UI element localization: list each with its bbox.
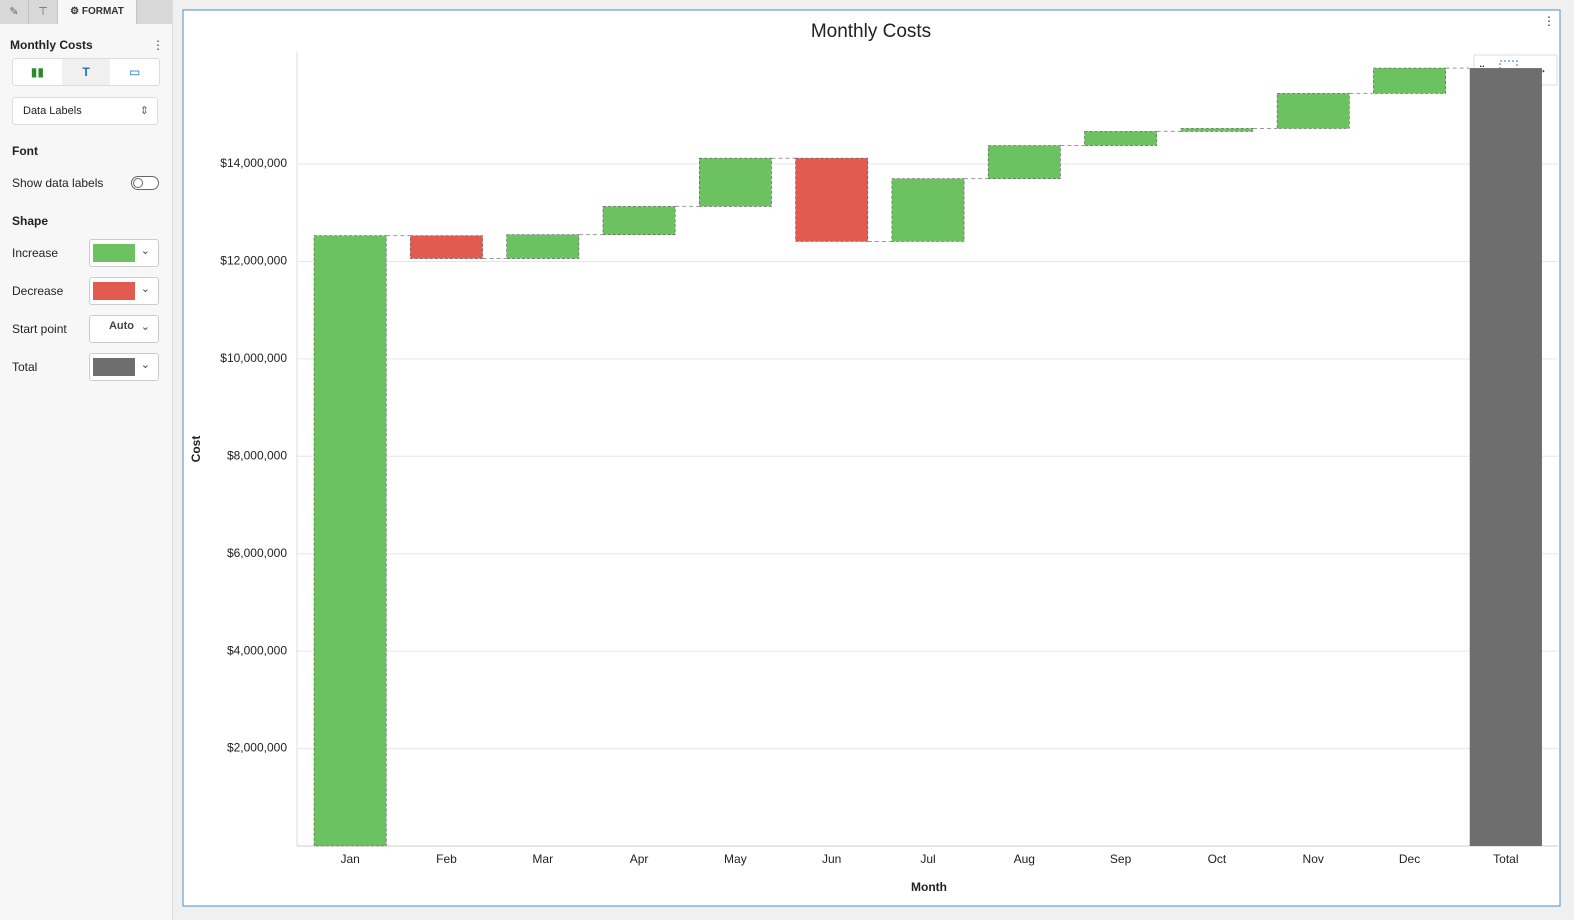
bar	[1469, 68, 1542, 847]
y-tick-label: $4,000,000	[227, 643, 287, 657]
y-tick-label: $10,000,000	[220, 351, 287, 365]
color-picker[interactable]: ⌄	[89, 353, 159, 381]
color-picker[interactable]: Auto ⌄	[89, 315, 159, 343]
x-tick-label: Feb	[436, 852, 457, 866]
panel-title: Monthly Costs	[10, 38, 93, 52]
color-picker[interactable]: ⌄	[89, 277, 159, 305]
bar	[1180, 128, 1254, 132]
dropdown-arrow: ⌄	[140, 321, 150, 333]
bar	[410, 235, 483, 259]
bar	[1373, 67, 1446, 94]
chart-menu[interactable]: ⋮	[1543, 14, 1555, 28]
bar	[506, 234, 580, 259]
row-label: Start point	[12, 322, 67, 336]
row-label: Total	[12, 360, 38, 374]
bar	[891, 178, 965, 242]
dropdown-arrow: ⌄	[140, 283, 150, 295]
font-heading: Font	[12, 144, 38, 158]
y-tick-label: $8,000,000	[227, 448, 287, 462]
toggle-label: Show data labels	[12, 176, 104, 190]
edit-tab[interactable]: ✎	[0, 0, 29, 24]
y-tick-label: $12,000,000	[220, 254, 287, 268]
filter-tab[interactable]: ⊤	[29, 0, 58, 24]
row-label: Increase	[12, 246, 59, 260]
shape-heading: Shape	[12, 214, 49, 228]
swatch	[93, 282, 135, 300]
x-tick-label: Sep	[1110, 852, 1132, 866]
dropdown-arrow: ⌄	[140, 359, 150, 371]
y-tick-label: $6,000,000	[227, 546, 287, 560]
select-label: Data Labels	[23, 105, 82, 117]
y-tick-label: $14,000,000	[220, 156, 287, 170]
y-axis-label: Cost	[189, 436, 203, 463]
dropdown-arrow: ⌄	[140, 245, 150, 257]
x-tick-label: Nov	[1303, 852, 1324, 866]
bar	[602, 206, 676, 235]
color-picker[interactable]: ⌄	[89, 239, 159, 267]
bar	[1084, 131, 1158, 146]
bar	[313, 235, 387, 847]
frame-button[interactable]: ▭	[129, 65, 141, 79]
chart-type-buttons: ▮▮ T ▭	[12, 58, 160, 86]
bar	[795, 157, 869, 242]
x-axis-label: Month	[911, 880, 947, 894]
format-panel: ✎ ⊤ ⚙ FORMAT Monthly Costs ⋮ ▮▮ T ▭ Data…	[0, 0, 173, 920]
row-label: Decrease	[12, 284, 64, 298]
x-tick-label: Total	[1493, 852, 1518, 866]
toggle[interactable]	[131, 176, 159, 190]
x-tick-label: Oct	[1208, 852, 1227, 866]
chart-frame	[182, 9, 1561, 907]
x-tick-label: Mar	[532, 852, 553, 866]
more-menu[interactable]: ⋮	[152, 38, 164, 52]
text-button[interactable]: T	[61, 59, 111, 85]
y-tick-label: $2,000,000	[227, 741, 287, 755]
format-tab[interactable]: ⚙ FORMAT	[58, 0, 137, 24]
chart-button[interactable]: ▮▮	[30, 65, 44, 79]
tab-label: FORMAT	[81, 6, 124, 17]
x-tick-label: May	[724, 852, 747, 866]
x-tick-label: Jul	[920, 852, 935, 866]
x-tick-label: Aug	[1014, 852, 1035, 866]
swatch	[93, 358, 135, 376]
row-value: Auto	[108, 320, 134, 332]
bar	[1276, 93, 1350, 129]
chart-title: Monthly Costs	[811, 21, 931, 42]
tabs: ✎ ⊤ ⚙ FORMAT	[0, 0, 172, 24]
x-tick-label: Dec	[1399, 852, 1420, 866]
swatch	[93, 244, 135, 262]
x-tick-label: Apr	[630, 852, 649, 866]
bar	[698, 157, 772, 207]
x-tick-label: Jan	[340, 852, 359, 866]
bar	[987, 145, 1061, 179]
section-select[interactable]: Data Labels ⇕	[12, 97, 158, 125]
x-tick-label: Jun	[822, 852, 841, 866]
